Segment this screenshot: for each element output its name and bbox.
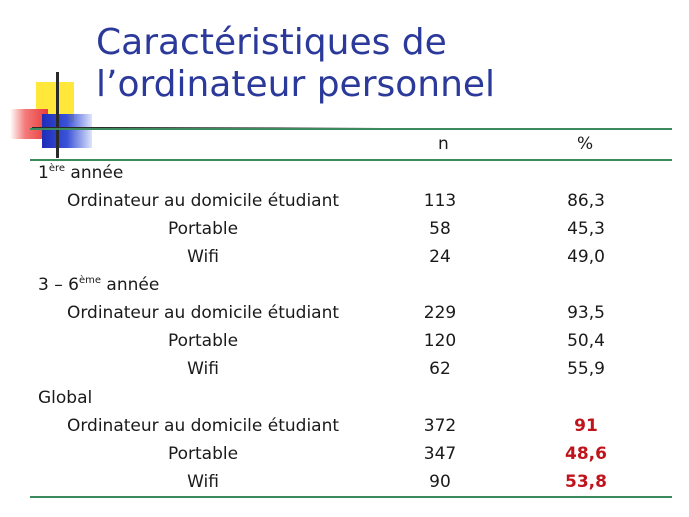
table-row: Wifi 24 49,0 (0, 247, 689, 275)
table-row: Portable 120 50,4 (0, 331, 689, 359)
section-label: 1ère année (38, 163, 123, 183)
table-row: Portable 347 48,6 (0, 444, 689, 472)
row-label: Portable (167, 444, 239, 464)
row-label: Portable (167, 219, 239, 239)
slide-title-line-1: Caractéristiques de (96, 22, 447, 63)
row-n-value: 62 (429, 359, 451, 379)
section-label-suffix: année (101, 275, 160, 295)
section-header-row: 1ère année (0, 163, 689, 191)
table-header-rule (30, 159, 672, 161)
section-label-main: 3 – 6 (38, 275, 79, 295)
section-header-row: Global (0, 388, 689, 416)
row-percent-value-highlighted: 48,6 (565, 444, 607, 464)
row-label: Wifi (187, 472, 219, 492)
decor-vertical-line (56, 72, 59, 158)
row-n-value: 372 (423, 416, 457, 436)
table-row: Ordinateur au domicile étudiant 372 91 (0, 416, 689, 444)
section-label: Global (38, 388, 92, 408)
row-percent-value-highlighted: 53,8 (565, 472, 607, 492)
row-percent-value: 55,9 (567, 359, 605, 379)
column-header-n: n (438, 134, 449, 154)
section-label-superscript: ère (48, 163, 66, 174)
slide-title: Caractéristiques de l’ordinateur personn… (96, 22, 495, 106)
section-label-main: 1 (38, 163, 49, 183)
row-percent-value: 49,0 (567, 247, 605, 267)
row-label: Wifi (187, 359, 219, 379)
section-label-main: Global (38, 388, 93, 408)
table-row: Wifi 90 53,8 (0, 472, 689, 500)
table-top-rule (30, 128, 672, 130)
table-row: Portable 58 45,3 (0, 219, 689, 247)
row-n-value: 24 (429, 247, 451, 267)
row-n-value: 347 (423, 444, 457, 464)
row-n-value: 58 (429, 219, 451, 239)
row-label: Portable (167, 331, 239, 351)
row-n-value: 113 (423, 191, 457, 211)
section-label-suffix: année (65, 163, 124, 183)
row-percent-value: 86,3 (567, 191, 605, 211)
decor-red-bar (10, 109, 48, 139)
slide-title-line-2: l’ordinateur personnel (96, 64, 496, 105)
row-label: Ordinateur au domicile étudiant (66, 416, 340, 436)
row-n-value: 229 (423, 303, 457, 323)
column-header-percent: % (577, 134, 594, 154)
section-label-superscript: ème (78, 275, 101, 286)
table-bottom-rule (30, 496, 672, 498)
row-label: Ordinateur au domicile étudiant (66, 303, 340, 323)
decor-blue-square (42, 114, 92, 148)
row-n-value: 90 (429, 472, 451, 492)
table-row: Ordinateur au domicile étudiant 113 86,3 (0, 191, 689, 219)
section-label: 3 – 6ème année (38, 275, 159, 295)
row-percent-value: 93,5 (567, 303, 605, 323)
row-percent-value: 45,3 (567, 219, 605, 239)
row-percent-value-highlighted: 91 (574, 416, 598, 436)
section-header-row: 3 – 6ème année (0, 275, 689, 303)
table-row: Ordinateur au domicile étudiant 229 93,5 (0, 303, 689, 331)
row-label: Wifi (187, 247, 219, 267)
row-label: Ordinateur au domicile étudiant (66, 191, 340, 211)
table-row: Wifi 62 55,9 (0, 359, 689, 387)
row-n-value: 120 (423, 331, 457, 351)
row-percent-value: 50,4 (567, 331, 605, 351)
